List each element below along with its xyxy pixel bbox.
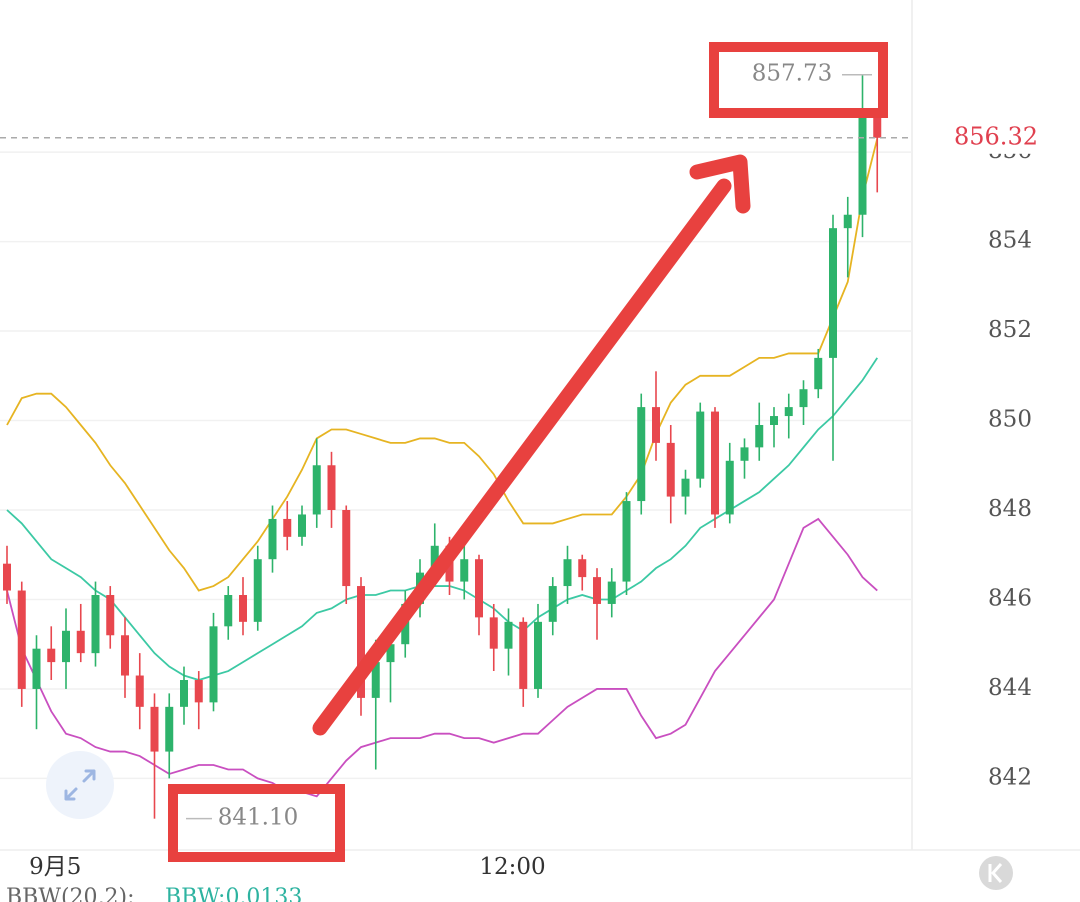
candle-body <box>135 675 144 707</box>
low-highlight-box <box>168 784 345 862</box>
candle-body <box>829 228 837 358</box>
candle-body <box>150 706 159 752</box>
candle-body <box>843 214 852 229</box>
candle-body <box>165 706 174 752</box>
candle-body <box>534 621 542 689</box>
candle-body <box>519 621 528 689</box>
y-tick-label: 842 <box>988 764 1032 790</box>
candle-body <box>342 510 351 587</box>
candle-body <box>194 680 203 703</box>
candle-body <box>578 559 587 578</box>
candle-body <box>799 389 808 408</box>
low-label: 841.10 <box>218 805 298 831</box>
trend-arrow-shaft <box>312 178 732 736</box>
y-tick-label: 848 <box>988 496 1032 522</box>
y-tick-label: 850 <box>988 407 1032 433</box>
indicator-name: BBW(20,2): <box>6 885 135 902</box>
candle-body <box>740 447 749 461</box>
high-highlight-box <box>709 42 888 118</box>
candle-body <box>563 559 572 587</box>
scroll-end-icon <box>988 863 1003 883</box>
candle-body <box>357 586 365 698</box>
candle-body <box>76 630 85 654</box>
indicator-value: BBW:0.0133 <box>165 885 302 902</box>
candle-body <box>62 630 70 663</box>
candle-body <box>770 416 778 425</box>
candle-body <box>696 411 705 479</box>
y-tick-label: 852 <box>988 317 1032 343</box>
candle-body <box>32 648 41 689</box>
candle-body <box>666 442 675 497</box>
expand-button[interactable] <box>46 751 114 819</box>
candle-body <box>106 595 115 636</box>
candle-body <box>283 518 292 537</box>
candle-body <box>371 662 380 698</box>
candle-body <box>652 407 660 443</box>
candle-body <box>622 501 631 582</box>
candle-body <box>268 518 277 560</box>
bollinger-band <box>6 517 878 798</box>
expand-icon <box>64 769 96 801</box>
candle-body <box>121 635 129 676</box>
y-tick-label: 846 <box>988 585 1032 611</box>
bollinger-band <box>6 138 879 592</box>
candle-body <box>460 559 469 582</box>
candle-body <box>814 357 823 390</box>
y-tick-label: 854 <box>988 228 1032 254</box>
candle-body <box>784 407 793 417</box>
candle-body <box>607 581 616 604</box>
x-tick-label: 12:00 <box>479 854 545 880</box>
candle-body <box>681 478 690 497</box>
candle-body <box>47 648 56 663</box>
candle-body <box>312 465 321 515</box>
candle-body <box>711 411 719 515</box>
candle-body <box>386 644 395 663</box>
candle-body <box>209 626 218 703</box>
candle-body <box>239 595 247 622</box>
plot-area: 8428448468488508528548569月512:00 <box>0 74 1032 880</box>
candle-body <box>858 116 867 215</box>
y-tick-label: 844 <box>988 675 1032 701</box>
high-label: 857.73 <box>752 61 832 87</box>
candle-body <box>593 577 601 604</box>
candle-body <box>504 621 513 649</box>
last-price-box <box>920 121 1080 154</box>
candle-body <box>253 559 262 622</box>
candle-body <box>430 545 439 573</box>
candle-body <box>725 460 734 515</box>
x-tick-label: 9月5 <box>29 854 81 880</box>
scroll-end-button[interactable] <box>979 856 1013 890</box>
candle-body <box>91 595 100 654</box>
candle-body <box>489 617 498 649</box>
candle-body <box>637 407 646 502</box>
candle-body <box>17 590 26 689</box>
trend-arrow-head <box>689 154 751 214</box>
candle-body <box>298 514 306 537</box>
candle-body <box>475 559 483 618</box>
candle-body <box>873 116 882 138</box>
candle-body <box>180 680 188 707</box>
last-price-label: 856.32 <box>954 122 1038 150</box>
candle-body <box>327 465 336 510</box>
overlay: 856.32 857.73 841.10 BBW(20,2): BBW:0.0133 <box>0 42 1080 902</box>
candle-body <box>548 586 557 622</box>
candle-body <box>755 425 764 448</box>
candle-body <box>3 563 11 591</box>
candle-body <box>224 595 233 627</box>
